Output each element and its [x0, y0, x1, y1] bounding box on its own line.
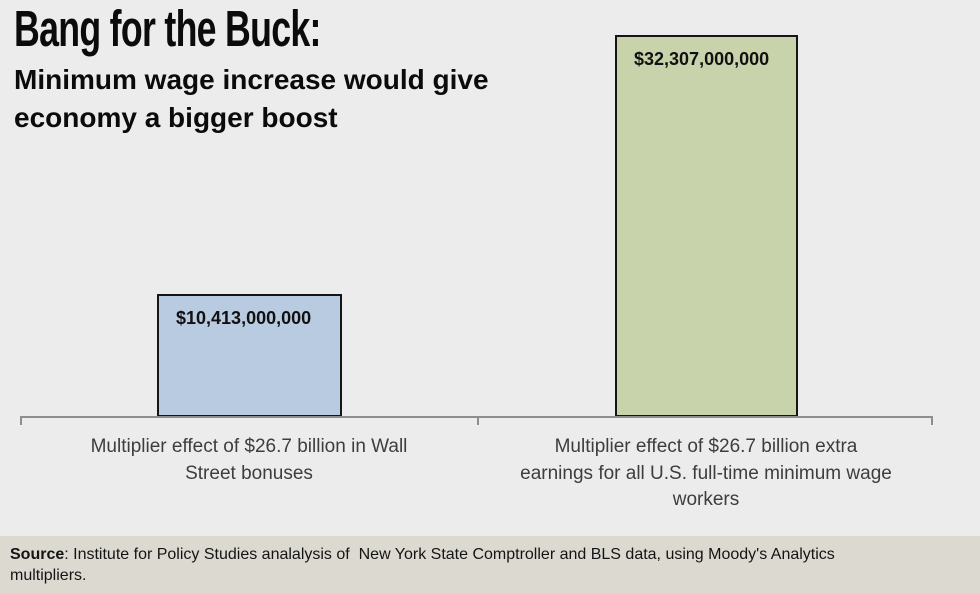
subtitle-line-1: Minimum wage increase would give	[14, 64, 489, 95]
category-line: Multiplier effect of $26.7 billion extra	[554, 436, 858, 457]
category-line: earnings for all U.S. full-time minimum …	[520, 462, 892, 484]
source-text: : Institute for Policy Studies analalysi…	[64, 546, 835, 563]
source-label: Source	[10, 546, 65, 563]
bar-minimum-wage-workers: $32,307,000,000	[615, 35, 798, 417]
x-axis-line	[20, 416, 933, 418]
source-text-line-1: Source: Institute for Policy Studies ana…	[10, 544, 970, 565]
bar-value-label-minimum-wage: $32,307,000,000	[634, 49, 770, 69]
subtitle-line-2: economy a bigger boost	[14, 102, 338, 133]
category-label-wall-street: Multiplier effect of $26.7 billion in Wa…	[20, 434, 478, 487]
chart-subtitle: Minimum wage increase would give economy…	[14, 61, 489, 137]
category-line: workers	[672, 489, 740, 510]
x-axis-tick-right	[931, 416, 933, 425]
bar-value-label-wall-street: $10,413,000,000	[176, 308, 312, 328]
source-footer: Source: Institute for Policy Studies ana…	[0, 536, 980, 594]
category-line: Street bonuses	[185, 462, 313, 484]
x-axis-tick-middle	[477, 416, 479, 425]
category-line: Multiplier effect of $26.7 billion in Wa…	[90, 436, 408, 457]
source-text-line-2: multipliers.	[10, 567, 87, 584]
chart-title: Bang for the Buck:	[14, 0, 321, 57]
x-axis-tick-left	[20, 416, 22, 425]
category-label-minimum-wage: Multiplier effect of $26.7 billion extra…	[477, 434, 935, 514]
bar-wall-street-bonuses: $10,413,000,000	[157, 294, 342, 417]
